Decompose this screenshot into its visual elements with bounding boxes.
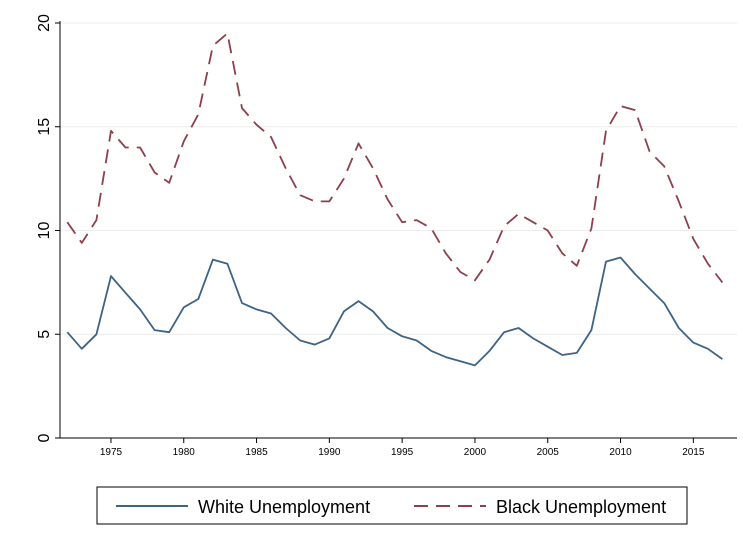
y-axis-ticks: 0 5 10 15 20 (36, 14, 60, 442)
y-tick-label-0: 0 (36, 433, 53, 442)
axes (59, 21, 737, 439)
x-axis-ticks: 1975 1980 1985 1990 1995 2000 2005 2010 2015 (100, 438, 705, 458)
x-tick-label-1990: 1990 (318, 447, 341, 458)
legend-label-black: Black Unemployment (496, 497, 666, 517)
y-tick-label-10: 10 (36, 222, 53, 240)
legend: White Unemployment Black Unemployment (96, 486, 688, 525)
x-tick-label-2000: 2000 (464, 447, 487, 458)
x-tick-label-2005: 2005 (537, 447, 560, 458)
x-tick-label-1985: 1985 (245, 447, 268, 458)
y-tick-label-5: 5 (36, 330, 53, 339)
series-line-black-unemployment (66, 32, 724, 283)
x-tick-label-1995: 1995 (391, 447, 414, 458)
series-group (66, 32, 724, 367)
x-tick-label-1980: 1980 (173, 447, 196, 458)
series-line-white-unemployment (66, 256, 723, 367)
x-tick-label-2010: 2010 (609, 447, 632, 458)
x-tick-label-1975: 1975 (100, 447, 123, 458)
y-tick-label-15: 15 (36, 118, 53, 136)
legend-box (96, 486, 688, 525)
x-tick-label-2015: 2015 (682, 447, 705, 458)
y-tick-label-20: 20 (36, 14, 53, 32)
legend-label-white: White Unemployment (198, 497, 370, 517)
